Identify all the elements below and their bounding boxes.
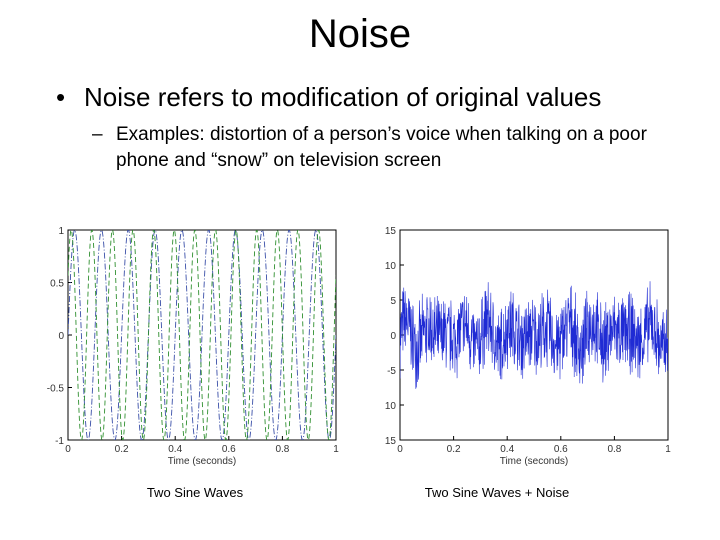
y-tick-label: -1 <box>55 436 64 447</box>
y-tick-label: 0 <box>390 331 396 342</box>
sub-bullet-text: Examples: distortion of a person’s voice… <box>116 124 647 171</box>
y-tick-label: 0.5 <box>50 279 64 290</box>
x-tick-label: 0 <box>397 444 403 455</box>
x-tick-label: 0.6 <box>554 444 568 455</box>
series-line-1 <box>68 230 336 440</box>
y-tick-label: -5 <box>387 366 396 377</box>
caption-two-sine-waves: Two Sine Waves <box>146 485 244 500</box>
sine-waves-noise-chart: 0 0.2 0.4 0.6 0.8 1 15 10 5 0 -5 10 15 Time (seconds) <box>385 226 671 467</box>
y-tick-label: 5 <box>390 296 396 307</box>
y-tick-label: 1 <box>58 226 64 237</box>
sub-bullet-dash-icon: – <box>92 124 103 145</box>
x-tick-label: 1 <box>665 444 671 455</box>
x-tick-label: 1 <box>333 444 339 455</box>
sub-bullet: – Examples: distortion of a person’s voi… <box>92 122 692 174</box>
x-tick-label: 0.4 <box>500 444 514 455</box>
main-bullet: • Noise refers to modification of origina… <box>56 80 601 114</box>
series-line-2 <box>68 230 336 440</box>
series-line-noisy <box>400 281 668 389</box>
y-tick-label: -0.5 <box>47 384 65 395</box>
caption-two-sine-waves-noise: Two Sine Waves + Noise <box>424 485 570 500</box>
x-tick-label: 0.8 <box>607 444 621 455</box>
x-tick-label: 0.2 <box>115 444 129 455</box>
x-tick-label: 0.2 <box>447 444 461 455</box>
x-tick-label: 0 <box>65 444 71 455</box>
x-axis-label: Time (seconds) <box>168 456 237 467</box>
x-tick-label: 0.8 <box>275 444 289 455</box>
slide-title: Noise <box>308 12 412 56</box>
y-tick-label: 0 <box>58 331 64 342</box>
bullet-dot-icon: • <box>56 82 66 112</box>
x-tick-label: 0.4 <box>168 444 182 455</box>
y-tick-label: 15 <box>385 436 397 447</box>
main-bullet-text: Noise refers to modification of original… <box>84 82 602 112</box>
x-axis-label: Time (seconds) <box>500 456 569 467</box>
x-tick-label: 0.6 <box>222 444 236 455</box>
y-tick-label: 15 <box>385 226 397 237</box>
two-sine-waves-chart: 0 0.2 0.4 0.6 0.8 1 1 0.5 0 -0.5 -1 Time (seconds) <box>47 226 339 467</box>
y-tick-label: 10 <box>385 261 397 272</box>
y-tick-label: 10 <box>385 401 397 412</box>
